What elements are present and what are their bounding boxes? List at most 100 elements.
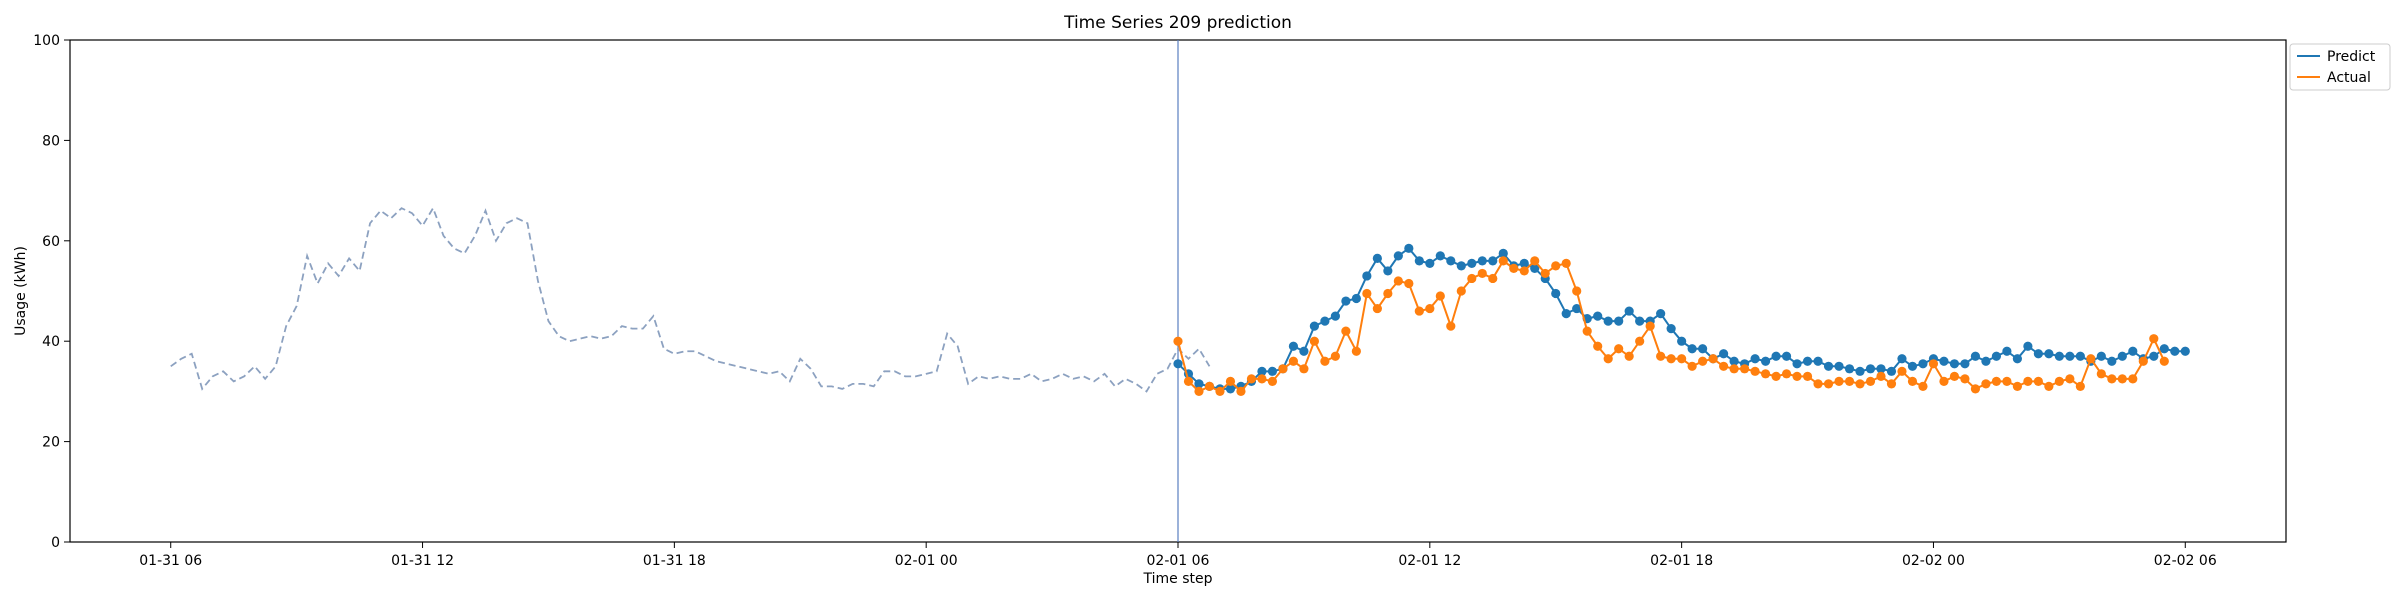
data-point-actual xyxy=(2159,356,2169,366)
data-point-actual xyxy=(1267,376,1278,386)
data-point-actual xyxy=(1236,386,1246,396)
data-point-predict xyxy=(1656,308,1666,319)
data-point-actual xyxy=(1215,386,1225,396)
data-point-actual xyxy=(1666,354,1676,364)
data-point-actual xyxy=(1183,376,1194,386)
data-point-actual xyxy=(1802,371,1813,381)
data-point-actual xyxy=(1928,359,1939,369)
data-point-actual xyxy=(1456,286,1466,296)
data-point-predict xyxy=(1865,364,1876,374)
data-point-actual xyxy=(2117,374,2127,384)
data-point-actual xyxy=(1823,379,1834,389)
data-point-predict xyxy=(1876,364,1886,374)
data-point-actual xyxy=(1309,336,1319,346)
chart-title: Time Series 209 prediction xyxy=(1063,13,1292,33)
series-actual xyxy=(1173,256,2169,396)
y-tick-label: 0 xyxy=(51,535,60,551)
data-point-actual xyxy=(2138,356,2148,366)
data-point-actual xyxy=(1813,379,1823,389)
data-point-actual xyxy=(1844,376,1855,386)
y-tick-label: 100 xyxy=(33,33,60,49)
data-point-actual xyxy=(1729,364,1739,374)
data-point-actual xyxy=(1288,356,1299,366)
x-tick-label: 02-01 06 xyxy=(1147,553,1210,569)
data-point-predict xyxy=(2180,346,2190,356)
data-point-predict xyxy=(1907,361,1918,371)
data-point-predict xyxy=(1551,288,1561,299)
data-point-actual xyxy=(1677,354,1687,364)
x-tick-label: 01-31 18 xyxy=(643,553,706,569)
data-point-predict xyxy=(2023,341,2033,351)
data-point-predict xyxy=(1488,256,1498,266)
data-point-actual xyxy=(1960,374,1970,384)
data-point-actual xyxy=(1320,356,1330,366)
x-axis: 01-31 06 01-31 12 01-31 18 02-01 00 02-01 06… xyxy=(139,542,2217,569)
data-point-predict xyxy=(1960,359,1970,369)
data-point-predict xyxy=(2054,351,2064,361)
data-point-predict xyxy=(2033,349,2043,359)
data-point-predict xyxy=(2128,346,2138,356)
data-point-actual xyxy=(1635,336,1645,346)
data-point-actual xyxy=(1698,356,1708,366)
data-point-predict xyxy=(1320,316,1330,326)
data-point-predict xyxy=(2107,356,2117,366)
data-point-predict xyxy=(2044,349,2054,359)
data-point-actual xyxy=(1708,354,1718,364)
data-point-predict xyxy=(2159,344,2169,354)
data-point-predict xyxy=(1267,366,1278,376)
data-point-actual xyxy=(1603,354,1613,364)
data-point-actual xyxy=(2096,369,2106,379)
data-point-actual xyxy=(2023,376,2033,386)
data-point-predict xyxy=(1435,251,1445,261)
data-point-actual xyxy=(2054,376,2064,386)
data-point-actual xyxy=(1393,276,1403,286)
legend-label-actual: Actual xyxy=(2327,70,2371,86)
data-point-actual xyxy=(1593,341,1603,351)
data-point-predict xyxy=(1309,321,1319,331)
data-point-actual xyxy=(1897,366,1907,376)
data-point-actual xyxy=(1435,291,1445,301)
data-point-predict xyxy=(2096,351,2106,361)
data-point-predict xyxy=(1341,296,1351,306)
data-point-actual xyxy=(1970,384,1981,394)
data-point-actual xyxy=(1855,379,1865,389)
data-point-predict xyxy=(1687,344,1697,354)
data-point-actual xyxy=(1540,268,1550,279)
data-point-predict xyxy=(1288,341,1299,351)
data-point-actual xyxy=(1792,371,1802,381)
y-tick-label: 80 xyxy=(42,133,60,149)
data-point-predict xyxy=(1572,303,1582,314)
data-point-actual xyxy=(1918,381,1928,391)
data-point-actual xyxy=(1414,306,1424,316)
data-point-predict xyxy=(2012,354,2022,364)
data-point-actual xyxy=(1981,379,1991,389)
data-point-actual xyxy=(1656,351,1666,361)
data-point-actual xyxy=(1477,268,1487,279)
data-point-actual xyxy=(1771,371,1781,381)
x-tick-label: 02-01 00 xyxy=(895,553,958,569)
data-point-predict xyxy=(2170,346,2180,356)
data-point-actual xyxy=(1781,369,1792,379)
data-point-actual xyxy=(1886,379,1897,389)
data-point-actual xyxy=(1194,386,1204,396)
data-point-predict xyxy=(1446,256,1456,266)
data-point-actual xyxy=(1624,351,1634,361)
data-point-predict xyxy=(1991,351,2002,361)
data-point-actual xyxy=(1614,344,1624,354)
data-point-predict xyxy=(1383,266,1393,276)
data-point-actual xyxy=(1834,376,1844,386)
data-point-actual xyxy=(1561,258,1571,268)
data-point-actual xyxy=(1278,364,1288,374)
data-point-predict xyxy=(1792,359,1802,369)
legend: Predict Actual xyxy=(2289,43,2391,91)
data-point-predict xyxy=(1404,243,1414,253)
data-point-actual xyxy=(1739,364,1750,374)
x-tick-label: 02-01 12 xyxy=(1398,553,1461,569)
data-point-actual xyxy=(1383,288,1393,299)
data-point-actual xyxy=(2012,381,2022,391)
data-point-predict xyxy=(2117,351,2127,361)
data-point-predict xyxy=(1949,359,1960,369)
data-point-predict xyxy=(1802,356,1813,366)
data-point-actual xyxy=(2075,381,2085,391)
